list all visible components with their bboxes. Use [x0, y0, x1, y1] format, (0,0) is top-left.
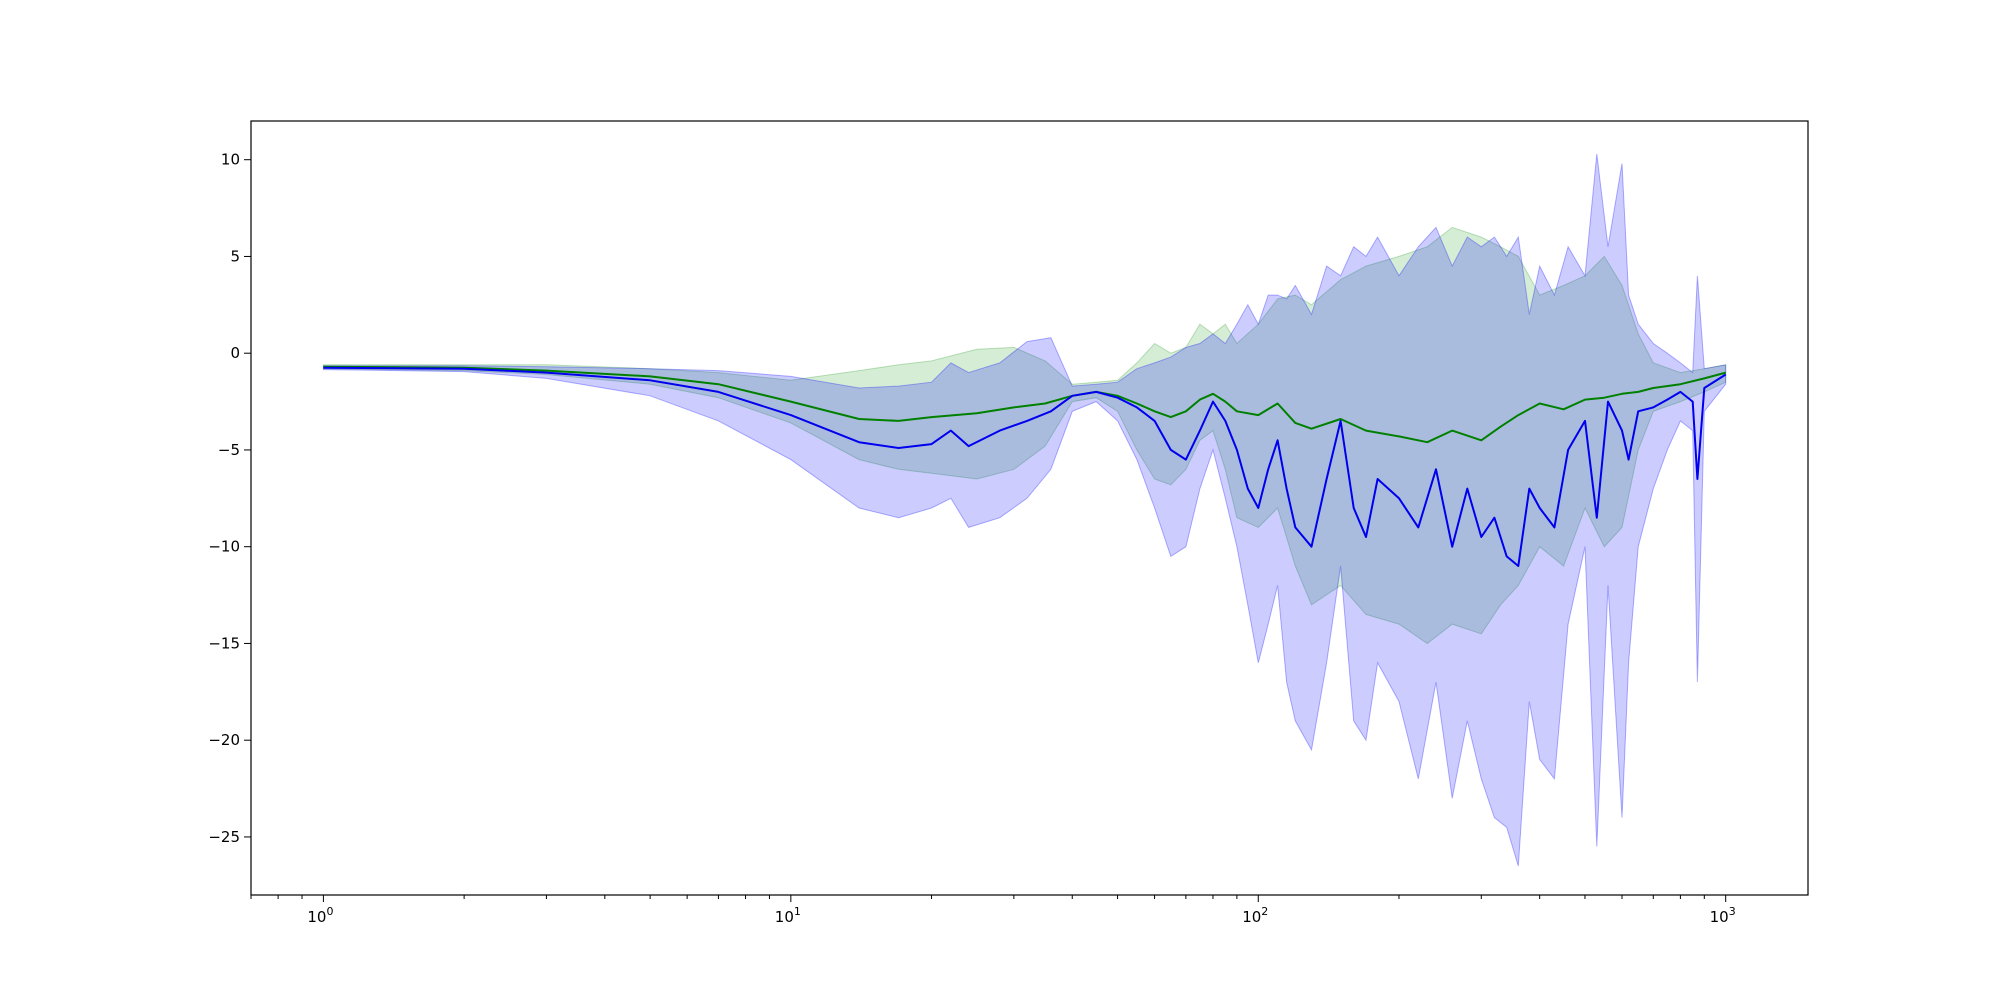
x-tick-label: 103 — [1710, 905, 1736, 926]
y-tick-label: −25 — [208, 828, 240, 846]
y-tick-label: 10 — [221, 151, 240, 169]
y-axis: 10 5 0 −5 −10 −15 −20 −25 — [208, 151, 251, 846]
y-tick-label: 5 — [230, 247, 240, 265]
axes-frame — [250, 120, 1809, 896]
series-1-band — [322, 153, 1727, 867]
series-lines — [323, 365, 1727, 567]
y-tick-label: −10 — [208, 538, 240, 556]
series-1-line — [323, 366, 1727, 567]
y-tick-label: −15 — [208, 634, 240, 652]
x-axis: 100 101 102 103 — [250, 895, 1736, 926]
y-tick-label: 0 — [230, 344, 240, 362]
series-0-band — [322, 226, 1727, 645]
x-tick-label: 101 — [775, 905, 801, 926]
series-0-line — [323, 365, 1726, 444]
x-tick-label: 102 — [1242, 905, 1268, 926]
y-tick-label: −20 — [208, 731, 240, 749]
y-tick-label: −5 — [218, 441, 240, 459]
confidence-bands — [322, 153, 1727, 867]
x-tick-label: 100 — [307, 905, 333, 926]
plot-area — [322, 153, 1727, 867]
